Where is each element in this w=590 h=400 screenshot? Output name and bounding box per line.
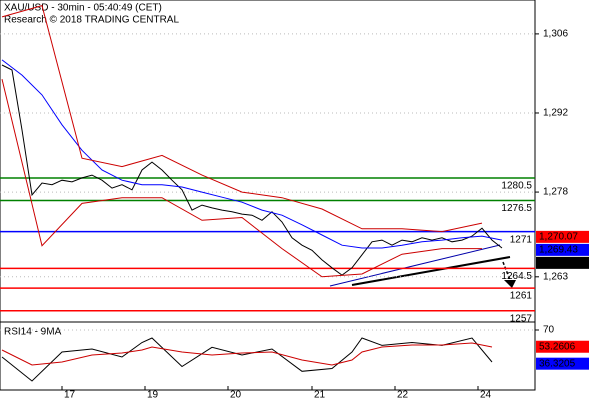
last-value-label: 1,267.98 xyxy=(539,258,578,269)
x-tick-label: 19 xyxy=(147,390,159,400)
arrow-head xyxy=(504,280,516,288)
last-value-box xyxy=(536,357,589,370)
last-value-box xyxy=(536,230,589,243)
x-tick-label: 17 xyxy=(64,390,76,400)
series-line xyxy=(1,342,493,366)
rsi-title: RSI14 - 9MA xyxy=(4,327,62,338)
chart-title: XAU/USD - 30min - 05:40:49 (CET) xyxy=(4,3,162,14)
x-tick-label: 20 xyxy=(230,390,242,400)
series-line xyxy=(1,59,503,249)
last-value-label: 1,269.43 xyxy=(539,245,578,256)
x-tick-label: 24 xyxy=(480,390,492,400)
last-value-box xyxy=(536,243,589,256)
chart-subtitle: Research © 2018 TRADING CENTRAL xyxy=(4,15,179,26)
trend-line xyxy=(351,256,511,286)
level-label: 1276.5 xyxy=(501,203,532,214)
x-tick-label: 21 xyxy=(314,390,326,400)
last-value-label: 1,270.07 xyxy=(539,232,578,243)
last-value-box xyxy=(536,256,589,269)
y-tick-label: 1,292 xyxy=(543,108,568,119)
y-tick-label: 1,263 xyxy=(543,271,568,282)
last-value-label: 36.3205 xyxy=(539,358,576,369)
last-value-label: 53.2606 xyxy=(539,341,576,352)
level-label: 1271 xyxy=(510,234,533,245)
level-label: 1280.5 xyxy=(501,181,532,192)
series-line xyxy=(1,78,482,278)
level-label: 1264.5 xyxy=(501,271,532,282)
y-tick-label: 1,278 xyxy=(543,187,568,198)
y-tick-label: 70 xyxy=(543,325,555,336)
x-tick-label: 22 xyxy=(397,390,409,400)
series-line xyxy=(1,64,503,276)
level-label: 1257 xyxy=(510,313,533,324)
last-value-box xyxy=(536,340,589,353)
trend-line xyxy=(329,244,501,287)
level-label: 1261 xyxy=(510,291,533,302)
series-line xyxy=(1,4,483,233)
plot-frame xyxy=(0,0,536,391)
y-tick-label: 1,306 xyxy=(543,29,568,40)
